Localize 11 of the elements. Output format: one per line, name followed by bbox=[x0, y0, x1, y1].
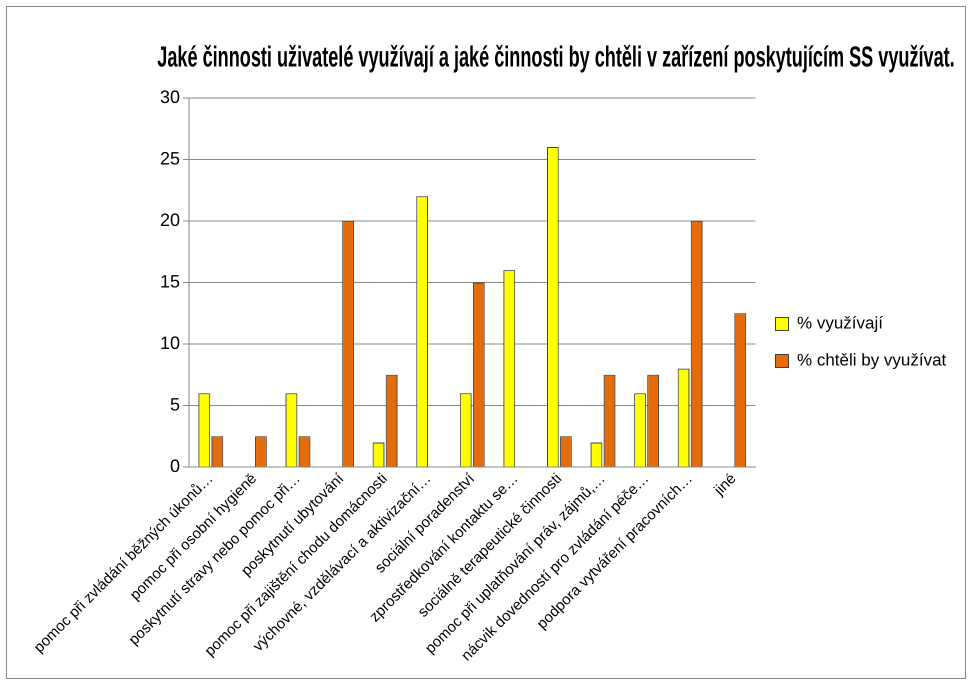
y-tick-label: 10 bbox=[160, 332, 180, 353]
y-tick-label: 0 bbox=[170, 456, 180, 476]
y-tick-label: 25 bbox=[160, 148, 180, 168]
y-tick-label: 5 bbox=[170, 394, 180, 415]
legend-label: % využívají bbox=[797, 314, 884, 333]
y-tick-label: 30 bbox=[160, 86, 180, 107]
y-tick-label: 15 bbox=[160, 271, 180, 292]
legend-label: % chtěli by využívat bbox=[797, 350, 947, 370]
x-tick-label: jiné bbox=[710, 470, 740, 500]
y-tick-label: 20 bbox=[160, 210, 180, 230]
chart-title: Jaké činnosti uživatelé využívají a jaké činnosti by chtěli v zařízení poskytujícím SS využívat. bbox=[157, 41, 955, 74]
